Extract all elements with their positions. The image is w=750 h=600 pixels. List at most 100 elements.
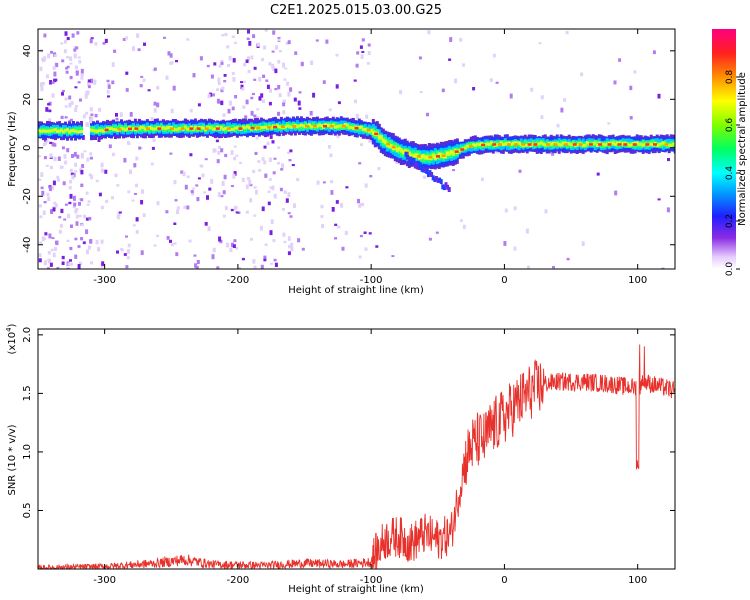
noise-cell bbox=[267, 201, 271, 206]
noise-cell bbox=[125, 265, 129, 269]
noise-cell bbox=[74, 170, 78, 173]
ridge-cell bbox=[359, 126, 363, 129]
noise-cell bbox=[269, 186, 273, 189]
noise-cell bbox=[38, 204, 42, 208]
noise-cell bbox=[51, 93, 55, 98]
ridge-peak bbox=[588, 143, 593, 146]
ridge-cell bbox=[595, 144, 599, 147]
noise-cell bbox=[153, 244, 157, 247]
noise-cell bbox=[136, 33, 140, 38]
noise-cell bbox=[513, 206, 517, 211]
ridge-cell bbox=[635, 141, 639, 148]
ridge-cell bbox=[379, 135, 383, 140]
noise-cell bbox=[544, 209, 548, 214]
noise-cell bbox=[291, 164, 295, 167]
noise-cell bbox=[137, 48, 141, 52]
noise-cell bbox=[254, 151, 258, 155]
noise-cell bbox=[368, 232, 372, 235]
noise-cell bbox=[52, 252, 56, 258]
noise-cell bbox=[560, 107, 564, 113]
noise-cell bbox=[233, 145, 237, 148]
noise-cell bbox=[322, 80, 326, 84]
noise-cell bbox=[43, 156, 47, 160]
noise-cell bbox=[43, 33, 47, 38]
ridge-cell bbox=[325, 123, 329, 127]
noise-cell bbox=[231, 71, 235, 76]
ridge-peak bbox=[436, 155, 440, 158]
ridge-cell bbox=[559, 140, 563, 146]
noise-cell bbox=[52, 180, 56, 186]
colorbar-label: Normalized spectral amplitude bbox=[737, 72, 748, 226]
ridge-cell bbox=[345, 123, 349, 127]
ridge-peak bbox=[366, 129, 371, 132]
noise-cell bbox=[266, 141, 270, 146]
noise-cell bbox=[105, 199, 109, 203]
noise-cell bbox=[106, 79, 110, 82]
noise-cell bbox=[216, 266, 220, 269]
ridge-cell bbox=[143, 127, 147, 131]
noise-cell bbox=[104, 169, 108, 174]
noise-cell bbox=[88, 245, 91, 250]
noise-cell bbox=[64, 40, 67, 44]
noise-cell bbox=[462, 63, 465, 67]
noise-cell bbox=[95, 239, 99, 245]
noise-cell bbox=[64, 105, 68, 108]
noise-cell bbox=[581, 241, 585, 246]
noise-cell bbox=[435, 231, 439, 234]
noise-cell bbox=[459, 219, 463, 222]
noise-cell bbox=[49, 262, 53, 267]
ridge-cell bbox=[411, 154, 415, 159]
noise-cell bbox=[44, 232, 48, 236]
noise-cell bbox=[116, 184, 120, 187]
noise-cell bbox=[68, 186, 72, 190]
ridge-cell bbox=[591, 142, 595, 146]
noise-cell bbox=[56, 175, 60, 180]
noise-cell bbox=[47, 196, 51, 202]
noise-cell bbox=[462, 224, 466, 229]
noise-cell bbox=[80, 183, 84, 188]
noise-cell bbox=[76, 154, 80, 159]
ridge-cell bbox=[199, 126, 203, 129]
noise-cell bbox=[258, 96, 262, 101]
noise-cell bbox=[220, 88, 224, 93]
noise-cell bbox=[89, 118, 92, 123]
ridge-peak bbox=[492, 143, 497, 146]
noise-cell bbox=[293, 97, 297, 102]
noise-cell bbox=[525, 228, 529, 234]
noise-cell bbox=[151, 146, 155, 150]
ridge-cell bbox=[501, 140, 505, 147]
x-tick-label: 0 bbox=[501, 275, 507, 286]
noise-cell bbox=[355, 113, 359, 119]
y-tick-label: 2.0 bbox=[22, 327, 33, 343]
noise-cell bbox=[173, 242, 177, 245]
ridge-cell bbox=[66, 128, 69, 132]
noise-cell bbox=[111, 62, 115, 67]
ridge-cell bbox=[74, 129, 77, 133]
noise-cell bbox=[192, 187, 196, 190]
noise-cell bbox=[191, 190, 195, 196]
noise-cell bbox=[194, 263, 198, 268]
noise-cell bbox=[98, 192, 102, 197]
noise-cell bbox=[356, 51, 360, 55]
ridge-peak bbox=[157, 127, 162, 130]
noise-cell bbox=[170, 108, 174, 114]
noise-cell bbox=[116, 215, 120, 218]
noise-cell bbox=[495, 81, 499, 84]
noise-cell bbox=[252, 34, 256, 39]
noise-cell bbox=[263, 160, 267, 165]
ridge-tail bbox=[418, 162, 422, 168]
noise-cell bbox=[60, 208, 64, 214]
ridge-peak bbox=[273, 125, 277, 129]
ridge-cell bbox=[44, 129, 47, 133]
noise-cell bbox=[199, 56, 203, 61]
noise-cell bbox=[108, 144, 112, 149]
noise-cell bbox=[613, 80, 617, 85]
ridge-cell bbox=[52, 128, 55, 132]
noise-cell bbox=[74, 254, 78, 259]
noise-cell bbox=[275, 45, 279, 50]
noise-cell bbox=[269, 230, 273, 236]
noise-cell bbox=[530, 87, 534, 92]
noise-cell bbox=[87, 79, 91, 83]
noise-cell bbox=[134, 193, 137, 195]
noise-cell bbox=[89, 38, 93, 44]
